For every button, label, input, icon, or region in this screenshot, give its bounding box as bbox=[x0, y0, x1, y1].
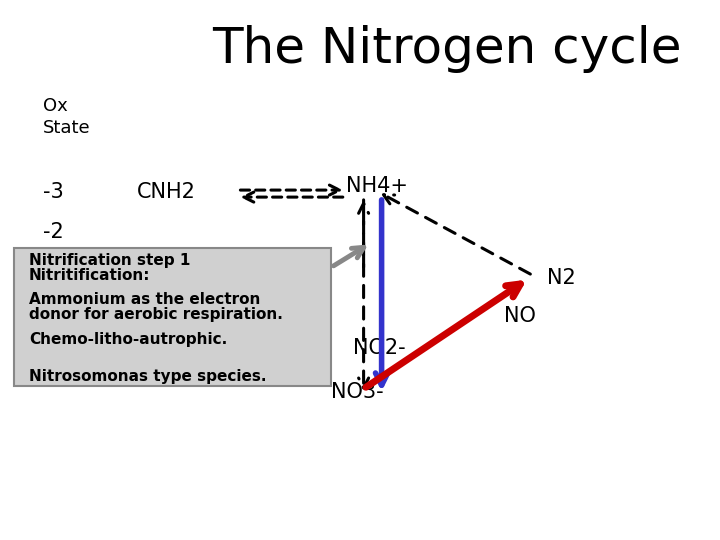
Text: NO3-: NO3- bbox=[331, 381, 384, 402]
Text: N2: N2 bbox=[547, 268, 576, 288]
Text: Nitritification:: Nitritification: bbox=[29, 268, 150, 283]
Text: -1: -1 bbox=[43, 260, 64, 280]
Text: NO2-: NO2- bbox=[353, 338, 405, 359]
Text: Ox
State: Ox State bbox=[43, 97, 91, 137]
Text: Ammonium as the electron: Ammonium as the electron bbox=[29, 292, 260, 307]
Text: Nitrification step 1: Nitrification step 1 bbox=[29, 253, 190, 268]
Text: Chemo-litho-autrophic.: Chemo-litho-autrophic. bbox=[29, 332, 227, 347]
Text: CNH2: CNH2 bbox=[137, 181, 196, 202]
Text: The Nitrogen cycle: The Nitrogen cycle bbox=[212, 25, 681, 72]
Text: -2: -2 bbox=[43, 222, 64, 242]
Text: donor for aerobic respiration.: donor for aerobic respiration. bbox=[29, 307, 283, 322]
Text: Nitrosomonas type species.: Nitrosomonas type species. bbox=[29, 369, 266, 384]
FancyBboxPatch shape bbox=[14, 248, 331, 386]
Text: NO: NO bbox=[504, 306, 536, 326]
Text: -3: -3 bbox=[43, 181, 64, 202]
Text: NH4+: NH4+ bbox=[346, 176, 408, 197]
